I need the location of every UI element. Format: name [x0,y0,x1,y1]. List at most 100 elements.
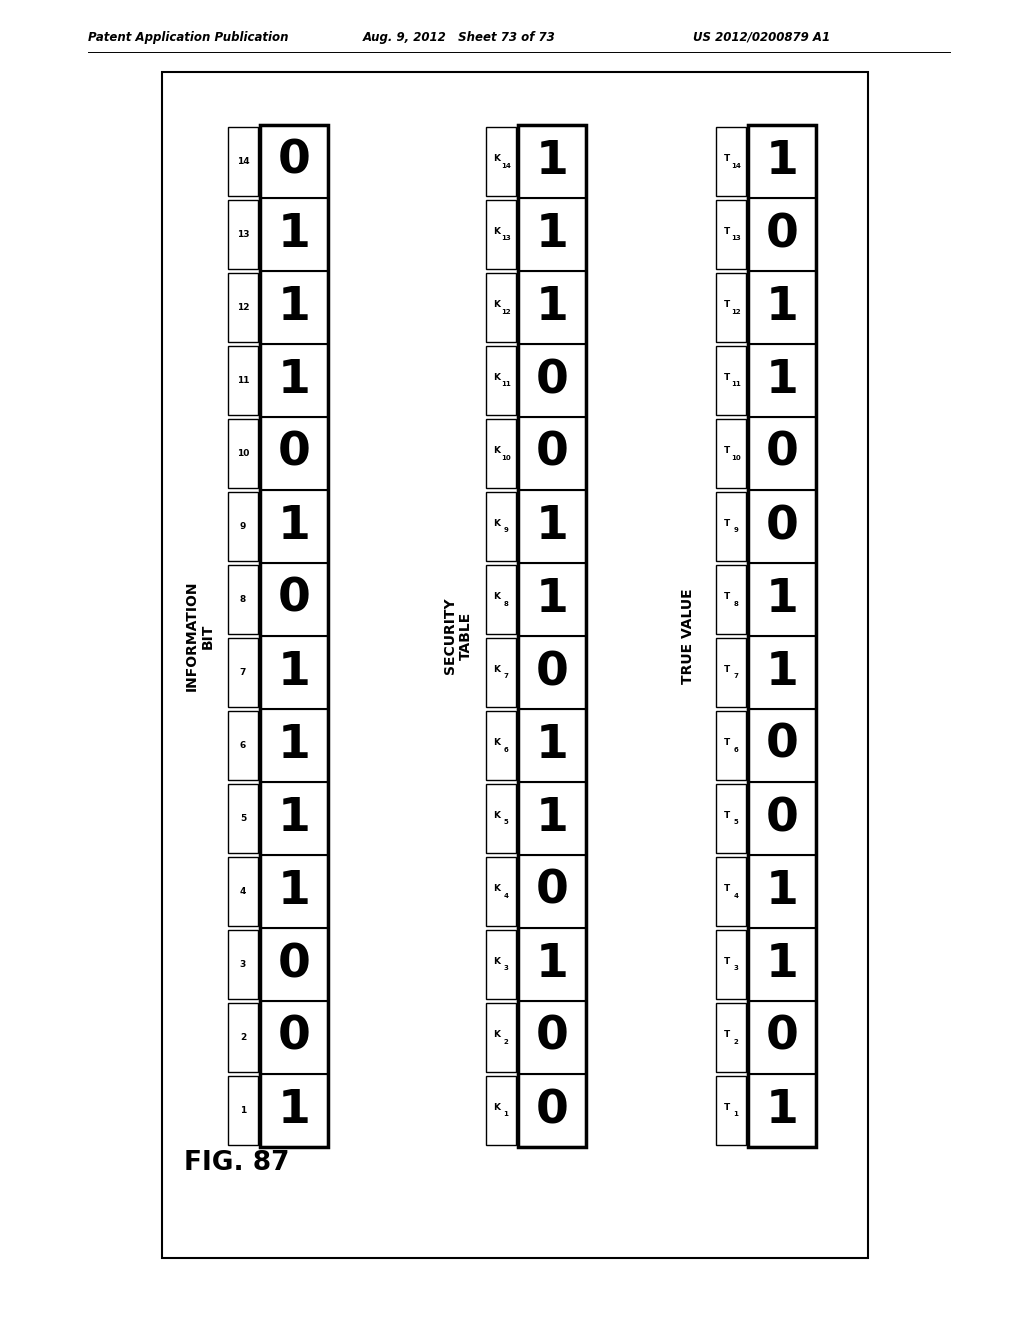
Text: T: T [724,154,730,162]
Bar [518,198,586,271]
Text: T: T [724,300,730,309]
Text: 13: 13 [731,235,741,242]
Bar [228,638,258,708]
Text: 8: 8 [504,601,509,606]
Text: 10: 10 [731,454,741,461]
Bar [260,564,328,636]
Text: 1: 1 [278,213,310,257]
Bar [486,784,516,853]
Bar [748,198,816,271]
Bar [486,931,516,999]
Text: 1: 1 [536,285,568,330]
Bar [228,127,258,195]
Text: 13: 13 [237,230,249,239]
Text: 1: 1 [766,649,799,696]
Bar [486,127,516,195]
Bar [716,565,746,634]
Bar [518,855,586,928]
Bar [486,492,516,561]
Text: 9: 9 [240,521,246,531]
Bar [260,125,328,198]
Text: 2: 2 [504,1039,508,1044]
Text: T: T [724,665,730,675]
Text: T: T [724,591,730,601]
Text: 1: 1 [536,139,568,183]
Bar [518,709,586,781]
Text: 10: 10 [501,454,511,461]
Bar [486,273,516,342]
Bar [748,1001,816,1074]
Text: 12: 12 [731,309,740,314]
Bar [486,1076,516,1144]
Bar [486,638,516,708]
Text: T: T [724,738,730,747]
Bar [486,857,516,927]
Bar [486,201,516,269]
Bar [716,273,746,342]
Bar [716,711,746,780]
Text: 5: 5 [733,820,738,825]
Text: K: K [494,810,501,820]
Text: 1: 1 [536,796,568,841]
Text: 1: 1 [278,285,310,330]
Text: 8: 8 [733,601,738,606]
Text: 0: 0 [536,1088,568,1133]
Bar [748,781,816,855]
Bar [260,1074,328,1147]
Text: K: K [494,374,501,381]
Bar [716,346,746,414]
Text: 1: 1 [504,1111,509,1118]
Text: K: K [494,1030,501,1039]
Bar [228,346,258,414]
Text: 6: 6 [504,747,508,752]
Text: T: T [724,374,730,381]
Bar [260,417,328,490]
Text: 6: 6 [240,741,246,750]
Text: 13: 13 [501,235,511,242]
Text: 5: 5 [504,820,508,825]
Bar [716,201,746,269]
Bar [228,273,258,342]
Text: 0: 0 [278,139,310,183]
Bar [518,928,586,1001]
Text: T: T [724,810,730,820]
Text: T: T [724,1104,730,1111]
Text: K: K [494,519,501,528]
Bar [716,127,746,195]
Bar [228,1003,258,1072]
Bar [748,636,816,709]
Text: 14: 14 [731,162,741,169]
Text: T: T [724,1030,730,1039]
Text: 1: 1 [278,649,310,696]
Bar [228,1076,258,1144]
Text: 7: 7 [240,668,246,677]
Text: 0: 0 [536,649,568,696]
Bar [748,709,816,781]
Bar [260,198,328,271]
Text: 8: 8 [240,595,246,605]
Text: 3: 3 [733,965,738,972]
Text: 1: 1 [536,942,568,987]
Text: 1: 1 [766,358,799,403]
Bar [716,1003,746,1072]
Text: 1: 1 [278,1088,310,1133]
Text: T: T [724,884,730,894]
Bar [486,711,516,780]
Bar [748,928,816,1001]
Bar [228,565,258,634]
Text: 0: 0 [536,358,568,403]
Text: 1: 1 [766,1088,799,1133]
Text: 0: 0 [536,869,568,913]
Bar [260,636,328,709]
Text: US 2012/0200879 A1: US 2012/0200879 A1 [693,30,830,44]
Text: FIG. 87: FIG. 87 [184,1150,290,1176]
Text: 0: 0 [536,1015,568,1060]
Text: 1: 1 [278,358,310,403]
Text: K: K [494,300,501,309]
Bar [716,418,746,488]
Text: 0: 0 [278,577,310,622]
Bar [228,784,258,853]
Text: 3: 3 [504,965,509,972]
Text: 1: 1 [733,1111,738,1118]
Bar [748,345,816,417]
